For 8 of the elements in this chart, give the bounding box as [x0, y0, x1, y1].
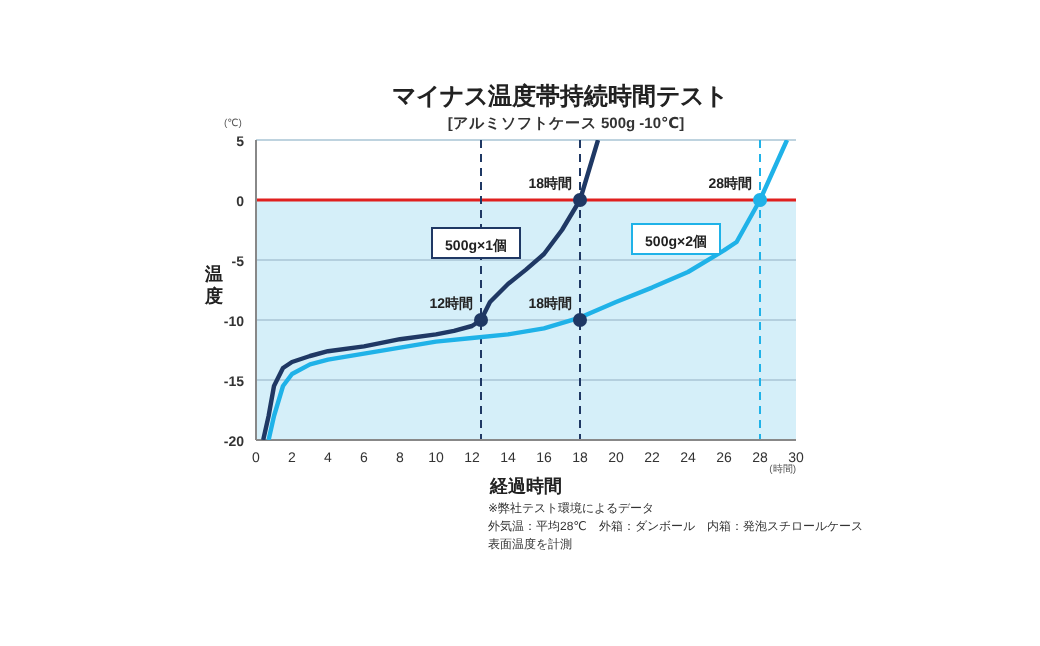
- y-axis-title: 温度: [203, 264, 223, 306]
- chart-title: マイナス温度帯持続時間テスト: [392, 82, 728, 110]
- point: [573, 193, 587, 207]
- point: [474, 313, 488, 327]
- point: [753, 193, 767, 207]
- line-series: [266, 140, 790, 440]
- x-axis-title: 経過時間: [488, 476, 562, 496]
- line-series: [261, 140, 601, 440]
